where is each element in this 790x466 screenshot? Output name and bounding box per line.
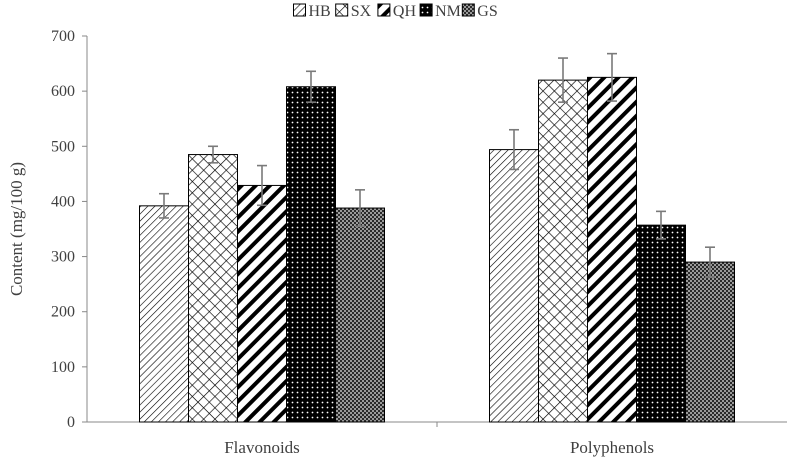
y-tick-label: 400	[51, 193, 75, 210]
legend-label-gs: GS	[477, 3, 497, 20]
bar-sx-polyphenols	[538, 79, 588, 423]
legend-swatch-nm	[419, 3, 433, 17]
y-axis-title: Content (mg/100 g)	[7, 162, 26, 296]
legend-swatch-qh	[377, 3, 391, 17]
legend-label-hb: HB	[309, 3, 331, 20]
y-tick-label: 600	[51, 83, 75, 100]
y-tick-label: 0	[67, 414, 75, 431]
bar-hb-flavonoids	[139, 205, 189, 423]
y-tick-label: 500	[51, 138, 75, 155]
bar-nm-flavonoids	[286, 86, 336, 423]
legend: HB SX QH NM GS	[293, 3, 498, 20]
legend-swatch-hb	[293, 3, 306, 17]
bar-gs-polyphenols	[685, 261, 735, 423]
legend-swatch-sx	[335, 3, 349, 17]
x-category-label: Flavonoids	[224, 438, 300, 457]
y-tick-label: 300	[51, 249, 75, 266]
error-bars	[159, 52, 715, 278]
bar-qh-polyphenols	[587, 76, 637, 423]
y-tick-label: 700	[51, 28, 75, 45]
bar-gs-flavonoids	[335, 207, 385, 423]
axes: 0 100 200 300 400 500 600 700 Content (mg/100 g)…	[7, 28, 787, 457]
bar-sx-flavonoids	[188, 154, 238, 423]
legend-swatch-gs	[461, 3, 475, 17]
y-tick-label: 200	[51, 304, 75, 321]
bar-hb-polyphenols	[489, 149, 539, 423]
legend-label-sx: SX	[351, 3, 372, 20]
legend-label-qh: QH	[393, 3, 417, 20]
bar-qh-flavonoids	[237, 184, 287, 423]
y-tick-label: 100	[51, 359, 75, 376]
bars	[139, 76, 735, 423]
x-category-label: Polyphenols	[570, 438, 654, 457]
legend-label-nm: NM	[435, 3, 461, 20]
bar-nm-polyphenols	[636, 224, 686, 423]
